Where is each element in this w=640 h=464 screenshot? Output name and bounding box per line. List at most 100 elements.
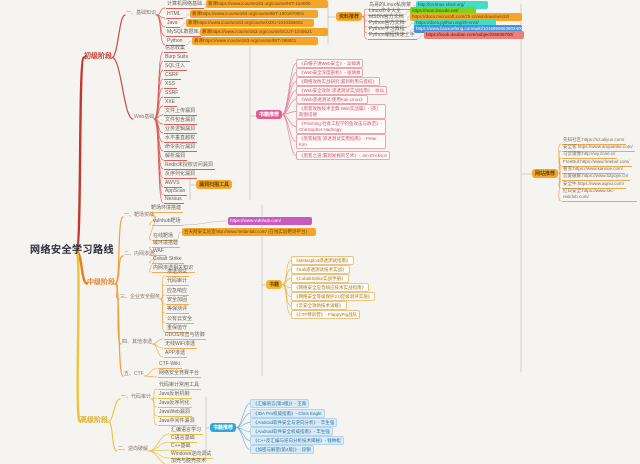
leaf-parse-vuln: 解析漏洞: [164, 153, 188, 162]
leaf-javaweb-vuln: JavaWeb漏洞: [158, 409, 192, 418]
leaf-domain-env: 域环境搭建: [152, 240, 181, 249]
book-phishing: 《Phishing:社会工程学钓鱼攻击与防范》- Christopher Had…: [296, 119, 386, 135]
leaf-appscan: AppScan: [164, 188, 188, 197]
leaf-java-reflection: Java反射机制: [158, 391, 192, 400]
node-resources: 资料推荐: [336, 12, 363, 22]
branch-reverse: 二、逆向破解: [118, 446, 149, 452]
leaf-hardening: 安全加固: [166, 297, 190, 306]
book-webapp-hacker: 《黑客攻防技术宝典:Web实战篇》- [英] 斯图塔德: [296, 104, 386, 120]
leaf-info-gathering: 信息收集: [164, 45, 188, 54]
leaf-incident-response: 应急响应: [166, 288, 190, 297]
leaf-xxe: XXE: [164, 99, 178, 108]
book-dengbao: 《网络安全等级保护2.0定级测评实施》: [291, 292, 376, 301]
branch-basics: 一、基础知识: [126, 10, 157, 16]
book-ida-pro: 《IDA Pro权威指南》- Chris Eagle: [250, 409, 325, 418]
leaf-python-docs: Python官方文档: [368, 20, 407, 29]
node-books-intermediate: 书籍: [266, 280, 283, 290]
leaf-linux-commands: Linux命令大全: [368, 8, 403, 17]
box-hetian[interactable]: 合天网安实验室http://www.hetianlab.com/ (在线实验靶场…: [182, 228, 316, 236]
stage-beginner: 初级阶段: [84, 53, 112, 60]
stage-advanced: 高级阶段: [80, 417, 108, 424]
book-hacker-playbook: 《黑客秘笈:渗透测试实用指南》- Peter Kim: [296, 134, 386, 150]
leaf-python-tutorial: Python学习教程: [368, 26, 407, 35]
box-vulnhub[interactable]: https://www.vulnhub.com/: [228, 217, 312, 225]
box-python-docs[interactable]: https://docs.python.org/zh-cn/3/: [414, 19, 496, 27]
leaf-vulnhub: vulnhub靶场: [152, 218, 183, 227]
leaf-csrf: CSRF: [164, 72, 181, 81]
box-msdn[interactable]: https://docs.microsoft.com/zh-cn/windows…: [410, 13, 522, 21]
leaf-file-upload: 文件上传漏洞: [164, 108, 198, 117]
site-wooyun[interactable]: 乌云镜像:http://wy.zone.ci/: [562, 151, 618, 159]
leaf-online-range: 在线靶场: [152, 233, 176, 242]
site-aqniu[interactable]: 安全牛:https://www.aqniu.com/: [562, 181, 627, 189]
leaf-code-audit: 代码审计: [166, 278, 190, 287]
book-ctf-camp: 《CTF特训营》- FlappyPig战队: [291, 310, 361, 319]
site-anquanke[interactable]: 安全客:https://www.anquanke.com/: [562, 144, 635, 152]
root-title: 网络安全学习路线: [30, 245, 114, 256]
leaf-awvs: AWVS: [164, 180, 182, 189]
leaf-cpp-basics: C++基础: [170, 443, 193, 452]
leaf-cloud-security: 公有云安全: [166, 316, 195, 325]
leaf-logic-vuln: 业务逻辑漏洞: [164, 126, 198, 135]
box-liaoxuefeng[interactable]: https://www.liaoxuefeng.com/wiki/1016959…: [414, 25, 522, 33]
leaf-c-basics: C语言基础: [170, 435, 197, 444]
book-web-deep: 《Web安全深度剖析》- 张炳帅: [296, 68, 364, 77]
book-art-exploitation: 《黑客之道:漏洞发掘的艺术》- Jon Erickson: [296, 151, 391, 160]
box-mooc-network[interactable]: 慕课https://www.icourse163.org/course/HIT-…: [206, 0, 328, 8]
site-kanxue[interactable]: 看雪:https://www.kanxue.com/: [562, 166, 626, 174]
leaf-windows-reverse: Windows逆向调试: [170, 451, 214, 460]
leaf-mysql: MySQL数据库: [166, 29, 201, 38]
leaf-classified-protection: 等保测评: [166, 306, 190, 315]
leaf-deserialize: 反序列化漏洞: [164, 171, 198, 180]
leaf-ctf-wiki: CTF-Wiki: [158, 361, 182, 370]
leaf-java-deserialize: Java反序列化: [158, 400, 192, 409]
leaf-pentest: 渗透测试: [166, 269, 190, 278]
site-redclub[interactable]: 红日安全:https://www.sec-redclub.com/: [562, 188, 637, 203]
book-android-reverse: 《Android软件安全与逆向分析》- 丰生强: [250, 418, 338, 427]
book-web-pentest: 《Web安全攻防:渗透测试实战指南》- 徐焱: [296, 86, 388, 95]
book-encrypt-decrypt: 《加密与解密(第4版)》- 段钢: [250, 445, 314, 454]
box-vbird[interactable]: http://cn.linux.vbird.org/: [416, 1, 488, 9]
node-books-advanced: 书籍推荐: [210, 423, 237, 433]
leaf-intranet-skills: 内网渗透相关知识: [152, 265, 196, 274]
box-mooc-html[interactable]: 慕课https://www.icourse163.org/course/BIT-…: [190, 10, 318, 18]
leaf-rce: 命令执行漏洞: [164, 144, 198, 153]
leaf-java-middleware: Java中间件漏洞: [158, 418, 197, 427]
book-incident: 《网络安全应急响应技术实战指南》: [291, 283, 369, 292]
book-cloud: 《云安全攻防技术详解》: [291, 301, 347, 310]
leaf-ctf-platform: 网络安全竞赛平台: [158, 370, 202, 379]
box-mooc-mysql[interactable]: 慕课https://www.icourse163.org/course/SCUT…: [200, 28, 328, 36]
leaf-java: Java: [166, 20, 180, 29]
box-douban-pybook[interactable]: https://book.douban.com/subject/26836700…: [424, 31, 524, 39]
book-kali-tech: 《Kali渗透测试技术实战》: [291, 265, 350, 274]
leaf-xss: XSS: [164, 81, 178, 90]
box-mooc-java[interactable]: 慕课https://www.icourse163.org/course/XDU-…: [186, 19, 314, 27]
site-freebuf[interactable]: FreeBuf:https://www.freebuf.com/: [562, 159, 632, 167]
box-linuxde[interactable]: https://man.linuxde.net/: [410, 7, 476, 15]
box-mooc-python[interactable]: 慕课https://www.icourse163.org/course/BIT-…: [192, 37, 318, 45]
book-android-authority: 《Android软件安全权威指南》- 丰生强: [250, 427, 333, 436]
leaf-major-event: 重保值守: [166, 325, 190, 334]
leaf-audit-tools: 代码审计常用工具: [158, 382, 202, 391]
book-cobaltstrike: 《CobaltStrike实战手册》: [291, 274, 349, 283]
stage-intermediate: 中级阶段: [87, 279, 115, 286]
leaf-pack-unpack: 加壳与脱壳技术: [170, 458, 208, 464]
branch-other-pentest: 四、其他渗透: [122, 339, 153, 345]
site-xianzhi[interactable]: 先知社区:https://xz.aliyun.com/: [562, 137, 627, 145]
leaf-sql-injection: SQL注入: [164, 63, 188, 72]
book-metasploit: 《Metasploit渗透测试指南》: [291, 256, 354, 265]
leaf-range-setup: 靶场环境搭建: [150, 205, 184, 214]
branch-security-service: 三、企业安全服务: [120, 294, 161, 300]
leaf-nessus: Nessus: [164, 196, 184, 205]
branch-intranet: 二、内网渗透: [124, 251, 155, 257]
leaf-python-book: Python编程快速上手: [368, 32, 417, 41]
leaf-html: HTML: [166, 11, 183, 20]
branch-ctf: 五、CTF: [124, 371, 144, 377]
branch-code-audit: 一、代码审计: [121, 394, 152, 400]
node-sites: 网站推荐: [532, 169, 559, 179]
branch-range: 一、靶场实战: [124, 212, 155, 218]
leaf-msdn-docs: MSDN官方文档: [368, 14, 406, 23]
book-attack-defense: 《网络攻防实战研究:漏洞利用与提权》: [296, 77, 380, 86]
site-52pojie[interactable]: 吾爱破解:https://www.52pojie.cn/: [562, 173, 631, 181]
